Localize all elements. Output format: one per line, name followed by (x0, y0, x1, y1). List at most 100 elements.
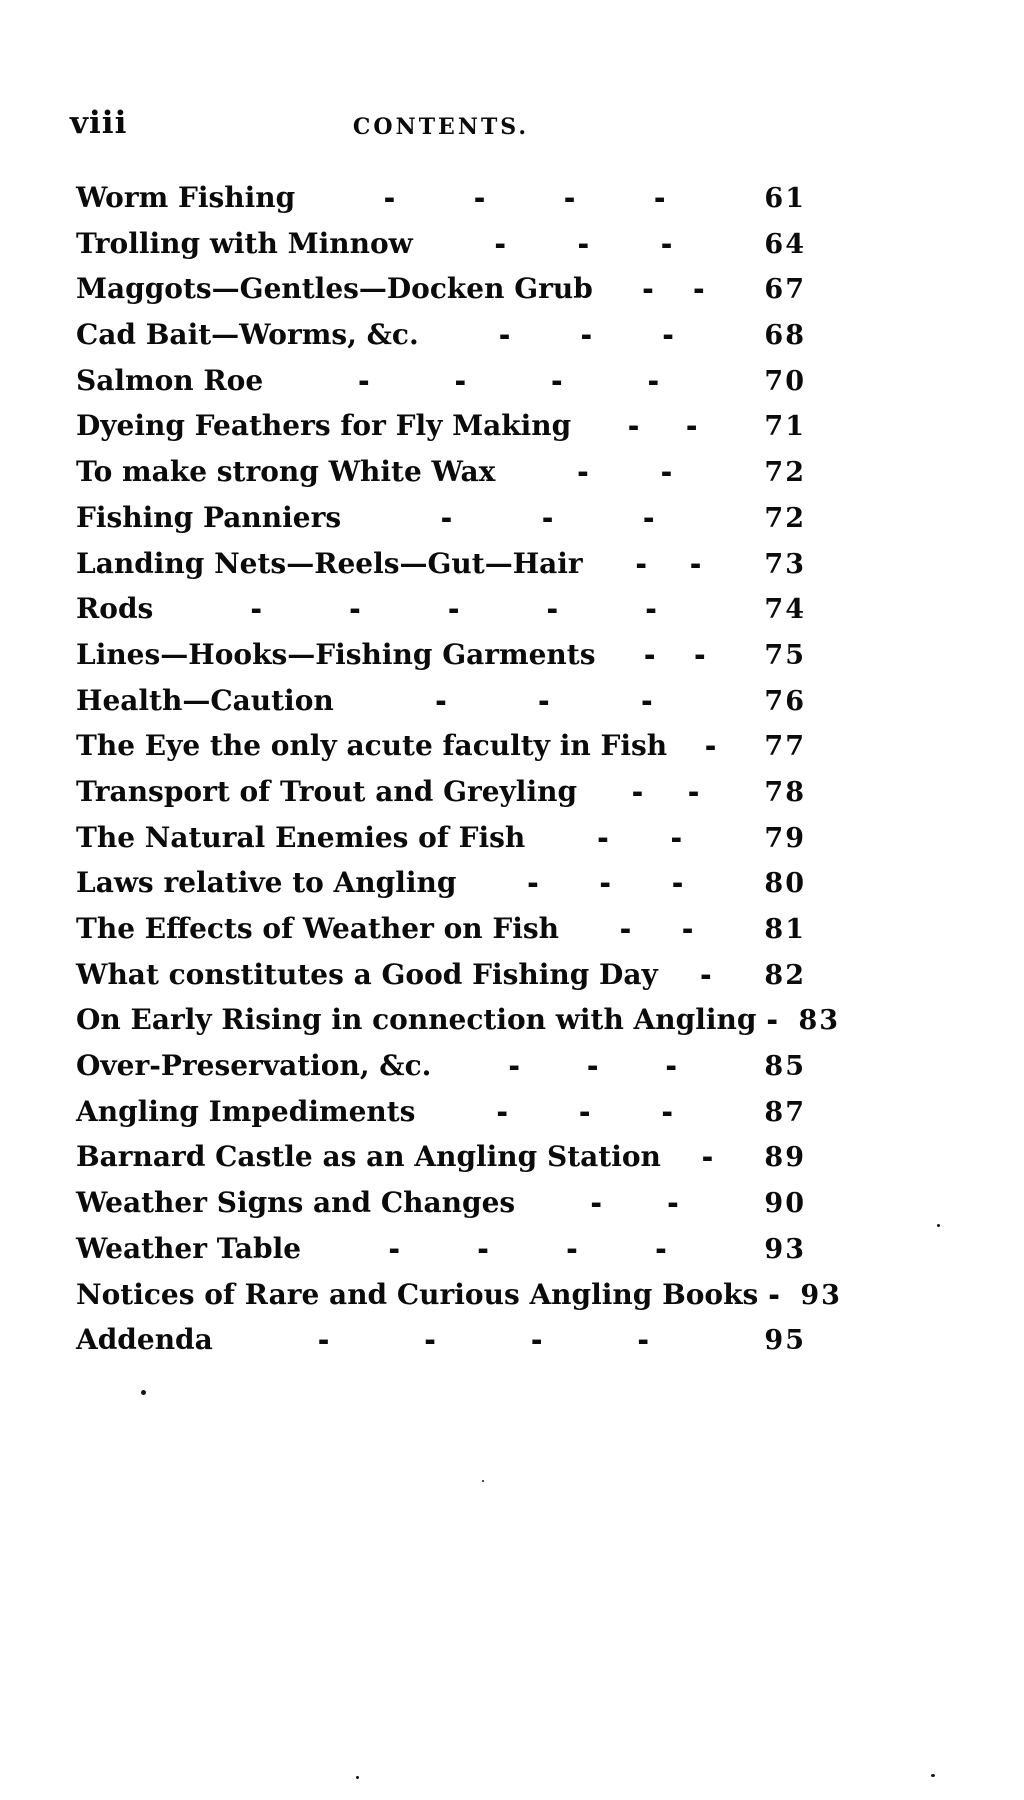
leader-dash: - (700, 954, 712, 994)
toc-row: Rods - - - - - 74 (76, 586, 806, 632)
leader-dash: - (661, 1091, 674, 1131)
toc-page-number: 87 (764, 1096, 806, 1128)
toc-row: Maggots—Gentles—Docken Grub - -67 (76, 266, 806, 312)
leader-dash: - (577, 451, 589, 492)
toc-leader: ---- (295, 175, 750, 221)
toc-page-number: 74 (764, 594, 806, 626)
table-of-contents: Worm Fishing - - - -61 Trolling with Minnow - -… (76, 175, 840, 1363)
toc-row: Laws relative to Angling - - - 80 (76, 860, 806, 906)
toc-page-number: 83 (798, 1005, 841, 1037)
toc-leader: - (661, 1134, 750, 1180)
toc-entry-title: Salmon Roe (76, 363, 264, 397)
leader-dash: - (577, 223, 590, 263)
toc-row: What constitutes a Good Fishing Day - 82 (76, 952, 806, 998)
toc-entry-title: Landing Nets—Reels—Gut—Hair (76, 546, 583, 580)
leader-dash: - (473, 177, 486, 218)
toc-entry-title: To make strong White Wax (76, 455, 496, 489)
toc-page-number: 72 (764, 457, 806, 489)
toc-leader: ----- (153, 586, 750, 632)
toc-entry-title: On Early Rising in connection with Angli… (76, 1003, 757, 1037)
toc-page-number: 77 (764, 731, 806, 763)
leader-dash: - (704, 725, 717, 766)
leader-dash: - (637, 1319, 650, 1360)
toc-row: Landing Nets—Reels—Gut—Hair - -73 (76, 541, 806, 587)
leader-dash: - (250, 588, 263, 629)
leader-dash: - (662, 314, 674, 355)
toc-row: Cad Bait—Worms, &c. - - - 68 (76, 312, 806, 358)
toc-page-number: 93 (764, 1233, 806, 1265)
leader-dash: - (317, 1319, 330, 1360)
toc-page-number: 76 (764, 685, 806, 717)
leader-dash: - (689, 543, 702, 583)
leader-dash: - (435, 680, 447, 720)
toc-page-number: 70 (764, 365, 806, 397)
leader-dash: - (563, 177, 576, 218)
leader-dash: - (546, 588, 559, 629)
toc-entry-title: Over-Preservation, &c. (76, 1049, 432, 1083)
toc-entry-title: Angling Impediments (76, 1094, 416, 1128)
leader-dash: - (477, 1228, 489, 1269)
toc-page-number: 82 (764, 959, 806, 991)
toc-row: Trolling with Minnow - - - 64 (76, 221, 806, 267)
toc-entry-title: Transport of Trout and Greyling (76, 774, 578, 808)
toc-row: Transport of Trout and Greyling - - 78 (76, 769, 806, 815)
leader-dash: - (349, 588, 361, 629)
leader-dash: - (424, 1319, 436, 1360)
leader-dash: - (597, 817, 609, 857)
toc-entry-title: The Eye the only acute faculty in Fish (76, 729, 668, 763)
toc-page-number: 73 (764, 548, 806, 580)
toc-entry-title: Weather Table (76, 1231, 302, 1265)
leader-dash: - (551, 360, 563, 400)
leader-dash: - (631, 771, 644, 812)
toc-page-number: 68 (764, 320, 806, 352)
toc-entry-title: Worm Fishing (76, 181, 296, 214)
toc-leader: --- (413, 221, 750, 267)
toc-page-number: 64 (764, 228, 806, 260)
leader-dash: - (447, 588, 460, 629)
toc-leader: --- (341, 495, 750, 541)
leader-dash: - (665, 1045, 678, 1086)
toc-page-number: 90 (764, 1188, 806, 1220)
toc-row: The Natural Enemies of Fish - -79 (76, 815, 806, 861)
leader-dash: - (766, 1000, 779, 1040)
toc-page-number: 80 (764, 868, 806, 900)
leader-dash: - (566, 1228, 578, 1269)
toc-leader: -- (525, 815, 750, 861)
leader-dash: - (580, 314, 593, 355)
toc-row: Addenda - - - - 95 (76, 1317, 806, 1363)
toc-leader: -- (515, 1180, 750, 1226)
toc-leader: -- (577, 769, 750, 815)
leader-dash: - (643, 634, 656, 675)
toc-leader: --- (419, 312, 750, 358)
toc-page-number: 93 (800, 1279, 842, 1311)
toc-row: Worm Fishing - - - - 61 (76, 175, 806, 221)
leader-dash: - (667, 1182, 679, 1223)
toc-page-number: 85 (764, 1051, 806, 1083)
toc-row: Weather Signs and Changes - -90 (76, 1180, 806, 1226)
leader-dash: - (693, 269, 705, 309)
leader-dash: - (660, 223, 673, 263)
ink-speck (931, 1774, 935, 1777)
toc-row: Over-Preservation, &c. - - - 85 (76, 1043, 806, 1089)
toc-page-number: 89 (764, 1142, 806, 1174)
toc-row: Fishing Panniers - - - 72 (76, 495, 806, 541)
toc-leader: --- (456, 860, 750, 906)
toc-entry-title: Notices of Rare and Curious Angling Book… (76, 1277, 759, 1311)
toc-row: The Eye the only acute faculty in Fish - 7… (76, 723, 806, 769)
leader-dash: - (599, 862, 612, 903)
leader-dash: - (541, 497, 554, 538)
toc-entry-title: Barnard Castle as an Angling Station (76, 1140, 661, 1174)
toc-leader: -- (495, 449, 750, 495)
toc-row: To make strong White Wax - - 72 (76, 449, 806, 495)
toc-entry-title: Addenda (76, 1323, 213, 1357)
leader-dash: - (440, 497, 453, 538)
ink-speck (356, 1776, 359, 1779)
leader-dash: - (627, 406, 640, 446)
leader-dash: - (383, 177, 396, 218)
leader-dash: - (498, 314, 511, 355)
leader-dash: - (671, 862, 684, 903)
toc-page-number: 78 (764, 776, 806, 808)
leader-dash: - (641, 680, 653, 720)
toc-leader: - (756, 997, 784, 1043)
toc-row: Barnard Castle as an Angling Station - 89 (76, 1134, 806, 1180)
